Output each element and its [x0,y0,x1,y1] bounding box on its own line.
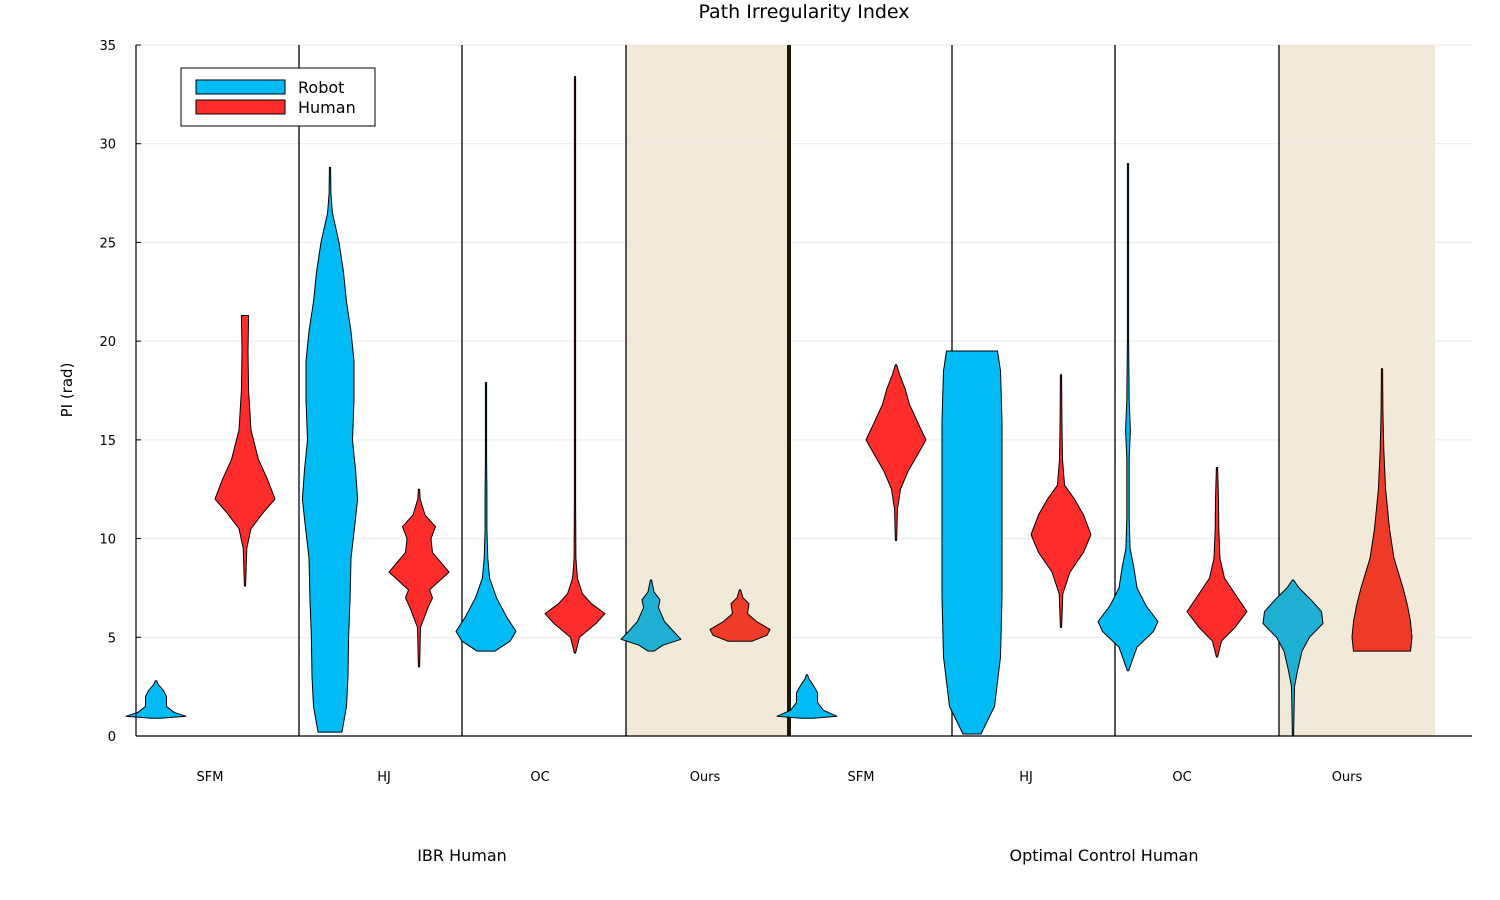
axes [135,45,1472,737]
x-tick-label: HJ [377,770,391,785]
violin-human-7 [1351,368,1413,652]
category-separators [298,45,1280,736]
violin-human-3 [709,589,771,642]
x-tick-label: SFM [197,770,224,785]
y-tick-label: 0 [108,730,116,745]
x-tick-label: OC [530,770,549,785]
violin-robot-1 [301,166,359,733]
legend-label-robot: Robot [298,78,344,97]
violin-robot-0 [125,680,187,719]
y-tick-label: 10 [99,533,116,548]
x-tick-label: Ours [690,770,721,785]
legend-swatch-robot [195,79,286,95]
violin-robot-4 [776,674,838,719]
y-tick-label: 30 [99,138,116,153]
violin-robot-2 [455,382,517,652]
x-tick-label: OC [1172,770,1191,785]
y-tick-label: 15 [99,434,116,449]
violin-human-5 [1030,374,1092,628]
y-tick-label: 20 [99,335,116,350]
violin-robot-5 [941,350,1003,735]
y-axis-label: PI (rad) [58,363,76,418]
violin-human-1 [388,488,450,668]
legend-box [180,67,376,127]
violin-robot-6 [1097,163,1159,672]
legend-label-human: Human [298,98,356,117]
x-tick-label: HJ [1019,770,1033,785]
y-tick-label: 25 [99,236,116,251]
x-tick-label: Ours [1332,770,1363,785]
violin-robot-3 [620,579,682,652]
violins [125,76,1413,737]
legend-swatch-human [195,99,286,115]
violin-human-2 [544,76,606,654]
x-tick-labels: SFM HJ OC Ours SFM HJ OC Ours [197,770,1363,785]
x-tick-label: SFM [848,770,875,785]
y-tick-label: 35 [99,39,116,54]
grid-lines [136,44,1472,737]
y-ticks: 0 5 10 15 20 25 30 35 [99,39,141,745]
y-tick-label: 5 [108,631,116,646]
group-labels: IBR Human Optimal Control Human [417,846,1198,865]
group-label: Optimal Control Human [1009,846,1198,865]
chart-title: Path Irregularity Index [698,1,909,23]
violin-human-4 [865,364,927,541]
group-label: IBR Human [417,846,507,865]
violin-human-6 [1186,467,1248,658]
violin-robot-7 [1262,579,1324,737]
violin-human-0 [214,315,276,587]
